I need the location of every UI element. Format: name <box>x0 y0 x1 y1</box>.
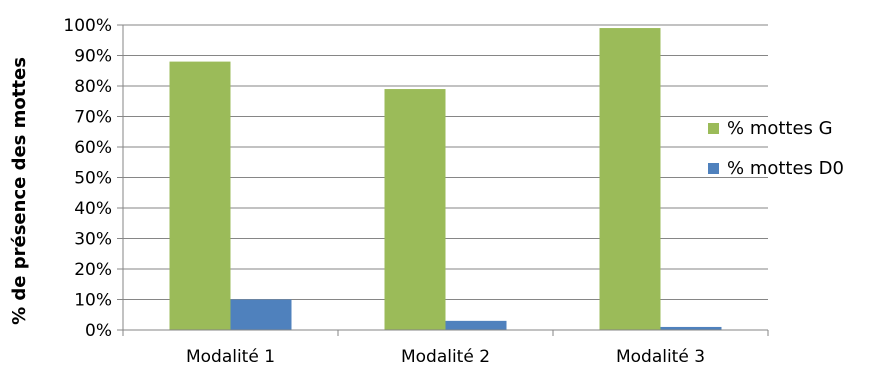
x-tick-labels: Modalité 1 Modalité 2 Modalité 3 <box>186 347 705 367</box>
bar <box>384 89 446 330</box>
bar <box>599 28 661 331</box>
y-tick-label: 40% <box>74 199 112 219</box>
legend-swatch <box>708 123 719 134</box>
y-tick-label: 30% <box>74 230 112 250</box>
x-tick-label: Modalité 1 <box>186 347 275 367</box>
legend-label: % mottes D0 <box>727 158 844 179</box>
y-tick-label: 100% <box>63 16 112 36</box>
y-tick-label: 0% <box>85 321 112 341</box>
y-tick-label: 80% <box>74 77 112 97</box>
y-tick-label: 60% <box>74 138 112 158</box>
legend: % mottes G % mottes D0 <box>708 118 844 179</box>
y-tick-label: 70% <box>74 108 112 128</box>
bar <box>230 299 292 330</box>
bar <box>169 61 231 330</box>
y-tick-label: 10% <box>74 291 112 311</box>
y-tick-label: 50% <box>74 169 112 189</box>
bar <box>660 326 722 330</box>
y-tick-labels: 0% 10% 20% 30% 40% 50% 60% 70% 80% 90% 100% <box>63 16 112 341</box>
axes <box>122 25 769 336</box>
y-tick-label: 20% <box>74 260 112 280</box>
legend-label: % mottes G <box>727 118 833 139</box>
bar <box>445 320 507 330</box>
y-tick-label: 90% <box>74 47 112 67</box>
y-axis-title: % de présence des mottes <box>9 57 30 325</box>
legend-swatch <box>708 163 719 174</box>
bars <box>169 28 722 331</box>
x-tick-label: Modalité 2 <box>401 347 490 367</box>
x-tick-label: Modalité 3 <box>616 347 705 367</box>
